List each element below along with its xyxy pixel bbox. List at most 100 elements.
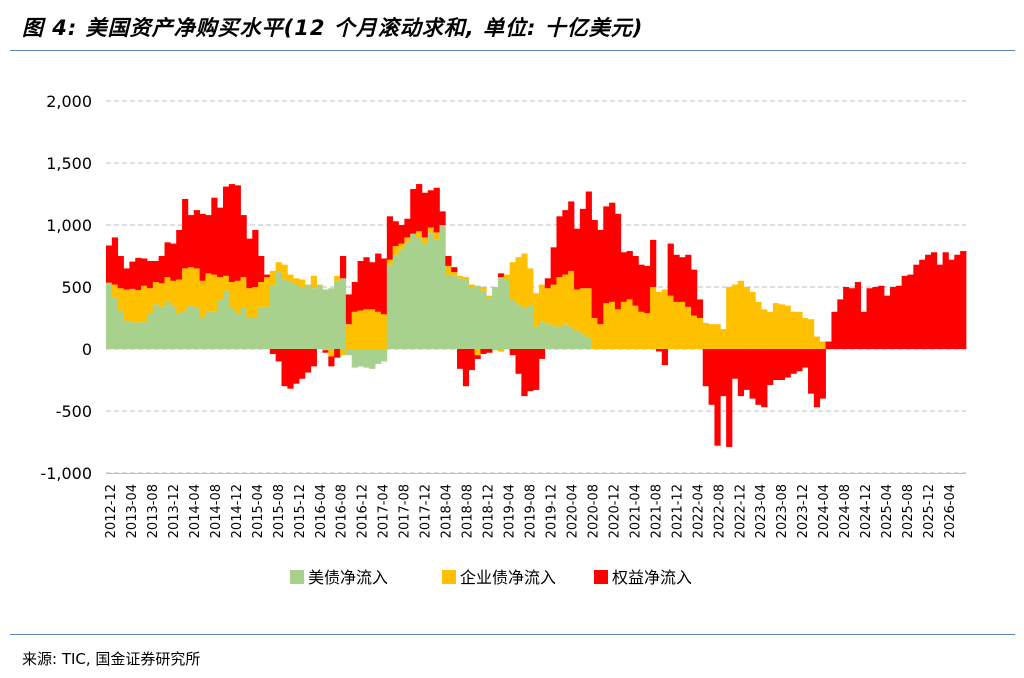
bar-segment bbox=[533, 349, 540, 390]
y-tick-label: 1,500 bbox=[46, 154, 92, 173]
bar-segment bbox=[141, 258, 148, 286]
x-tick-label: 2014-08 bbox=[209, 484, 224, 538]
bar-segment bbox=[211, 274, 218, 312]
bar-segment bbox=[152, 260, 159, 283]
bar-segment bbox=[386, 259, 394, 265]
bar-segment bbox=[299, 287, 306, 349]
bar-segment bbox=[509, 262, 516, 300]
bar-segment bbox=[240, 308, 247, 349]
bar-segment bbox=[299, 349, 306, 379]
bar-segment bbox=[293, 278, 300, 285]
bar-segment bbox=[673, 254, 680, 302]
bar-segment bbox=[433, 232, 440, 240]
bar-segment bbox=[609, 202, 616, 302]
bar-segment bbox=[182, 268, 189, 311]
x-tick-label: 2023-08 bbox=[775, 484, 790, 538]
bar-segment bbox=[380, 314, 388, 349]
bar-segment bbox=[258, 282, 265, 307]
bar-segment bbox=[667, 243, 674, 296]
bar-segment bbox=[819, 349, 826, 399]
bar-segment bbox=[737, 349, 745, 397]
bar-segment bbox=[246, 318, 253, 349]
bar-segment bbox=[106, 282, 113, 349]
bar-segment bbox=[749, 349, 756, 399]
x-tick-label: 2021-04 bbox=[628, 484, 643, 538]
bar-segment bbox=[901, 275, 908, 349]
bar-segment bbox=[234, 280, 241, 314]
bar-segment bbox=[480, 287, 487, 291]
bar-segment bbox=[550, 284, 557, 326]
bar-segment bbox=[925, 254, 932, 349]
bar-segment bbox=[591, 220, 598, 318]
bar-segment bbox=[562, 210, 569, 275]
bar-segment bbox=[696, 299, 704, 318]
bar-segment bbox=[199, 213, 206, 281]
bar-segment bbox=[562, 324, 569, 349]
x-tick-label: 2018-04 bbox=[440, 484, 455, 538]
x-tick-label: 2019-12 bbox=[544, 484, 559, 538]
bar-segment bbox=[907, 274, 914, 349]
bar-segment bbox=[357, 260, 364, 311]
bar-segment bbox=[240, 277, 247, 309]
bar-segment bbox=[193, 268, 200, 309]
bar-segment bbox=[258, 256, 265, 283]
x-tick-label: 2023-12 bbox=[796, 484, 811, 538]
bar-segment bbox=[416, 237, 423, 349]
bar-segment bbox=[778, 349, 785, 380]
bar-segment bbox=[427, 232, 434, 349]
bar-segment bbox=[410, 233, 417, 349]
bar-segment bbox=[457, 349, 464, 369]
bar-segment bbox=[322, 289, 329, 349]
bar-segment bbox=[164, 242, 171, 278]
bar-segment bbox=[146, 313, 154, 349]
bar-segment bbox=[281, 264, 288, 280]
bar-segment bbox=[726, 287, 733, 349]
bar-segment bbox=[568, 201, 575, 271]
bar-segment bbox=[176, 313, 183, 349]
bar-segment bbox=[427, 227, 434, 233]
legend-label: 美债净流入 bbox=[308, 568, 388, 587]
bar-segment bbox=[913, 264, 920, 349]
bar-segment bbox=[263, 277, 271, 307]
bar-segment bbox=[644, 265, 651, 314]
bar-segment bbox=[310, 288, 317, 349]
bar-segment bbox=[129, 288, 136, 323]
bar-segment bbox=[164, 277, 171, 302]
bar-segment bbox=[825, 341, 832, 349]
bar-segment bbox=[369, 262, 376, 310]
bar-segment bbox=[246, 238, 253, 289]
bar-segment bbox=[421, 237, 429, 244]
bar-segment bbox=[620, 252, 628, 302]
bar-segment bbox=[661, 349, 668, 366]
bar-segment bbox=[258, 306, 265, 349]
bar-segment bbox=[655, 291, 663, 349]
source-divider bbox=[10, 634, 1015, 635]
bar-segment bbox=[667, 295, 674, 349]
bar-segment bbox=[205, 273, 212, 312]
bar-segment bbox=[936, 264, 943, 349]
bar-segment bbox=[538, 284, 546, 322]
bar-segment bbox=[509, 299, 516, 349]
bar-segment bbox=[199, 280, 206, 318]
bar-segment bbox=[462, 279, 470, 349]
bar-segment bbox=[872, 287, 879, 349]
bar-segment bbox=[187, 305, 195, 349]
bar-segment bbox=[515, 304, 522, 349]
bar-segment bbox=[620, 301, 628, 349]
bar-segment bbox=[345, 294, 353, 325]
bar-segment bbox=[187, 267, 195, 306]
bar-segment bbox=[211, 311, 218, 349]
bar-segment bbox=[503, 279, 511, 349]
bar-segment bbox=[772, 349, 780, 380]
bar-segment bbox=[579, 334, 587, 349]
bar-segment bbox=[761, 309, 768, 349]
bar-segment bbox=[767, 349, 774, 385]
bar-segment bbox=[486, 349, 493, 353]
bar-segment bbox=[123, 289, 130, 321]
bar-segment bbox=[234, 185, 241, 281]
bar-segment bbox=[117, 310, 124, 349]
bar-segment bbox=[410, 189, 417, 234]
bar-segment bbox=[340, 256, 347, 279]
y-tick-label: 2,000 bbox=[46, 92, 92, 111]
bar-segment bbox=[808, 319, 815, 349]
